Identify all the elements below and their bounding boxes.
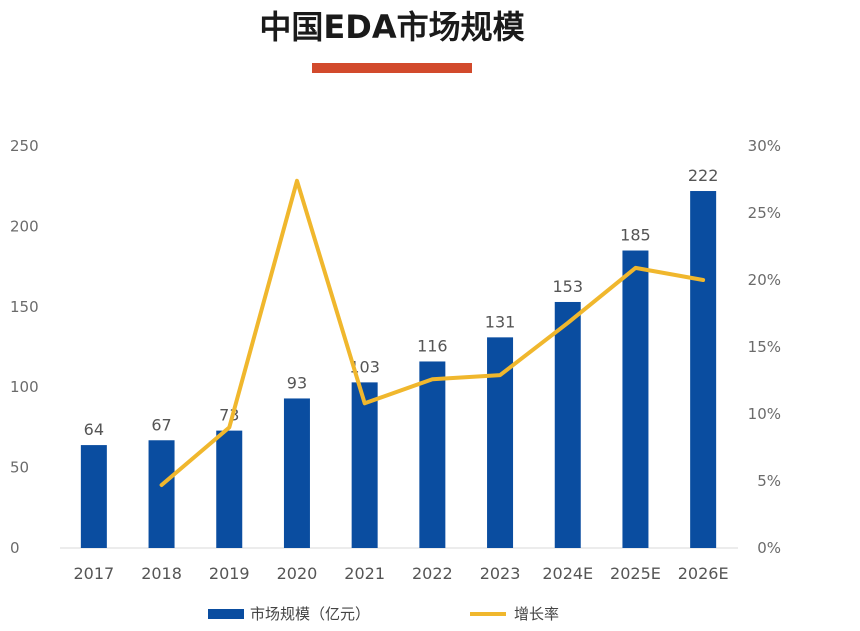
bar-value-label: 131 bbox=[485, 312, 516, 331]
x-axis-tick-label: 2026E bbox=[678, 564, 729, 583]
bar bbox=[487, 337, 514, 548]
left-axis-tick-label: 0 bbox=[10, 539, 20, 557]
bar-series bbox=[80, 191, 717, 549]
bar-value-label: 116 bbox=[417, 336, 448, 355]
left-axis-tick-label: 250 bbox=[10, 137, 39, 155]
legend-label-growth-rate: 增长率 bbox=[514, 605, 559, 623]
x-axis-tick-label: 2020 bbox=[277, 564, 318, 583]
bar-value-label: 222 bbox=[688, 166, 719, 185]
bar bbox=[351, 382, 378, 548]
bar-value-label: 185 bbox=[620, 226, 651, 245]
x-axis-tick-label: 2022 bbox=[412, 564, 453, 583]
right-axis-tick-label: 10% bbox=[748, 405, 781, 423]
title-underline bbox=[312, 63, 472, 73]
right-axis-tick-label: 30% bbox=[748, 137, 781, 155]
right-axis-tick-label: 15% bbox=[748, 338, 781, 356]
right-axis-tick-label: 5% bbox=[757, 472, 781, 490]
x-axis: 2017 2018 2019 2020 2021 2022 2023 2024E 2025E 20… bbox=[73, 564, 728, 583]
chart-title: 中国EDA市场规模 bbox=[259, 8, 524, 46]
x-axis-tick-label: 2019 bbox=[209, 564, 250, 583]
right-axis-tick-label: 20% bbox=[748, 271, 781, 289]
left-axis-tick-label: 100 bbox=[10, 378, 39, 396]
bar-value-label: 64 bbox=[84, 420, 104, 439]
left-axis-tick-label: 50 bbox=[10, 459, 29, 477]
bar-value-label: 93 bbox=[287, 373, 307, 392]
bar bbox=[622, 250, 649, 548]
bar bbox=[283, 398, 310, 548]
bar bbox=[690, 191, 717, 549]
legend: 市场规模（亿元） 增长率 bbox=[208, 605, 559, 623]
right-axis-tick-label: 25% bbox=[748, 204, 781, 222]
bar bbox=[554, 301, 581, 548]
right-axis: 0% 5% 10% 15% 20% 25% 30% bbox=[748, 137, 781, 557]
left-axis: 0 50 100 150 200 250 bbox=[10, 137, 39, 557]
bar bbox=[80, 445, 107, 548]
legend-label-market-size: 市场规模（亿元） bbox=[250, 605, 370, 623]
growth-rate-line bbox=[159, 178, 706, 487]
bar-value-label: 153 bbox=[552, 277, 583, 296]
bar bbox=[216, 430, 243, 548]
x-axis-tick-label: 2017 bbox=[73, 564, 114, 583]
left-axis-tick-label: 200 bbox=[10, 217, 39, 235]
bar bbox=[148, 440, 175, 548]
x-axis-tick-label: 2023 bbox=[480, 564, 521, 583]
legend-swatch-bar bbox=[208, 609, 244, 619]
x-axis-tick-label: 2021 bbox=[344, 564, 385, 583]
x-axis-tick-label: 2025E bbox=[610, 564, 661, 583]
left-axis-tick-label: 150 bbox=[10, 298, 39, 316]
x-axis-tick-label: 2024E bbox=[542, 564, 593, 583]
bar bbox=[419, 361, 446, 548]
bar-value-label: 67 bbox=[151, 415, 171, 434]
x-axis-tick-label: 2018 bbox=[141, 564, 182, 583]
right-axis-tick-label: 0% bbox=[757, 539, 781, 557]
